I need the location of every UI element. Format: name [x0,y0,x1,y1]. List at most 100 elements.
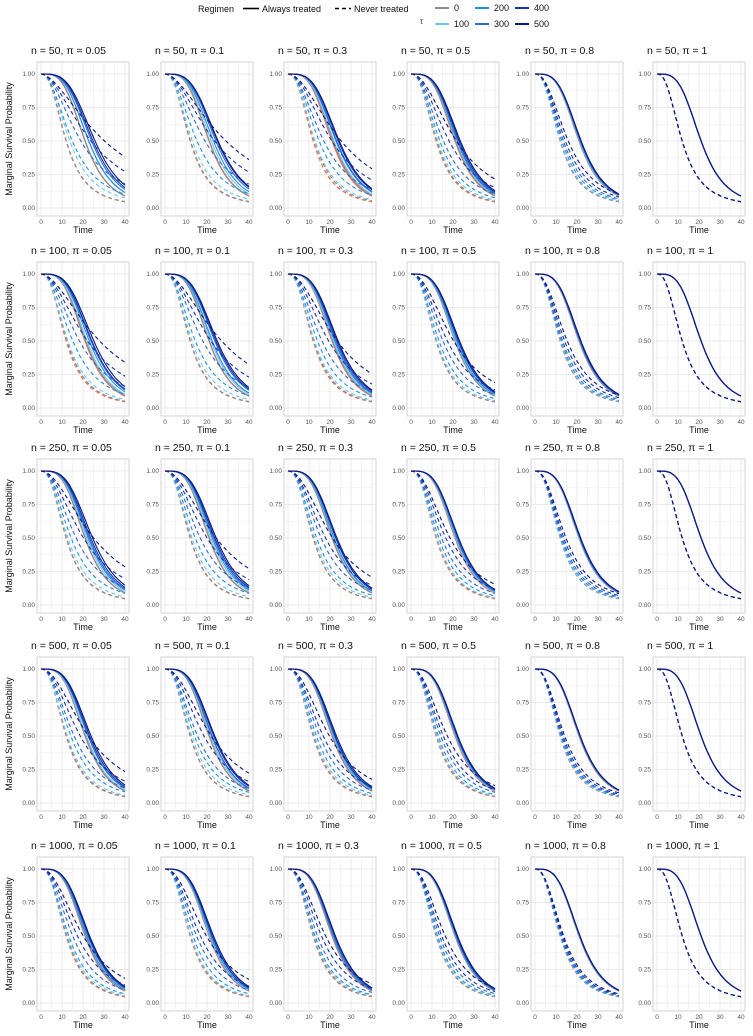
x-tick-label: 30 [470,1014,478,1021]
y-tick-label: 0.75 [638,900,651,907]
y-tick-label: 0.50 [392,733,405,740]
panel-2-4: n = 100, π = 0.5 0.00 0.25 0.50 0.75 1.00 0 10 2… [392,245,500,435]
never-treated-line-tau-400 [164,73,250,173]
never-treated-line-tau-400 [534,73,620,198]
always-treated-line-tau-500 [657,470,742,594]
x-tick-label: 20 [449,219,457,226]
x-tick-label: 40 [245,1014,253,1021]
x-tick-label: 0 [286,419,290,426]
never-treated-line-tau-200 [40,73,126,195]
never-treated-line-tau-500 [534,470,620,595]
never-treated-line-tau-200 [410,73,496,199]
y-tick-label: 0.50 [516,733,529,740]
always-treated-line-tau-500 [165,868,250,988]
x-tick-label: 0 [163,219,167,226]
never-treated-line-tau-500 [410,73,496,180]
never-treated-line-tau-200 [164,470,250,594]
x-tick-label: 0 [655,616,659,623]
x-tick-label: 10 [674,814,682,821]
panel-title: n = 1000, π = 0.05 [31,840,118,852]
never-treated-line-tau-300 [164,273,250,388]
y-tick-label: 0.00 [146,800,159,807]
x-tick-label: 30 [347,1014,355,1021]
x-tick-label: 20 [203,1014,211,1021]
x-tick-label: 10 [305,419,313,426]
x-axis-title: Time [567,225,587,235]
always-treated-line-tau-500 [411,868,496,990]
always-treated-line-tau-500 [288,73,373,190]
always-treated-line-tau-500 [41,668,126,786]
never-treated-line-tau-500 [656,73,742,203]
never-treated-line-tau-500 [410,668,496,787]
always-treated-line-tau-500 [165,73,250,187]
legend-tau-label-200: 200 [494,3,509,13]
x-axis-title: Time [320,622,340,632]
never-treated-line-tau-400 [534,470,620,597]
y-tick-label: 0.00 [392,800,405,807]
y-tick-label: 0.50 [269,338,282,345]
x-tick-label: 10 [182,419,190,426]
x-tick-label: 10 [58,1014,66,1021]
y-tick-label: 1.00 [269,71,282,78]
y-tick-label: 1.00 [638,468,651,475]
x-tick-label: 0 [533,814,537,821]
x-tick-label: 10 [58,616,66,623]
y-tick-label: 0.00 [516,602,529,609]
never-treated-line-tau-500 [164,73,250,161]
x-tick-label: 0 [533,1014,537,1021]
always-treated-line-tau-500 [657,868,742,992]
y-tick-label: 1.00 [269,271,282,278]
y-tick-label: 0.50 [146,138,159,145]
y-tick-label: 0.25 [392,372,405,379]
y-tick-label: 0.75 [22,105,35,112]
x-tick-label: 20 [573,419,581,426]
panel-title: n = 250, π = 0.8 [525,442,600,454]
y-tick-label: 0.25 [392,967,405,974]
never-treated-line-tau-300 [40,868,126,991]
always-treated-line-tau-500 [411,73,496,192]
y-tick-label: 0.50 [22,933,35,940]
x-tick-label: 10 [182,1014,190,1021]
always-treated-line-tau-500 [411,470,496,591]
y-tick-label: 0.50 [146,933,159,940]
always-treated-line-tau-500 [535,668,620,791]
y-tick-label: 1.00 [269,666,282,673]
never-treated-line-tau-100 [40,668,126,796]
y-tick-label: 0.25 [146,372,159,379]
never-treated-line-tau-500 [164,668,250,774]
x-tick-label: 10 [428,219,436,226]
y-axis-title-row-3: Marginal Survival Probability [4,479,14,593]
y-tick-label: 0.50 [22,535,35,542]
never-treated-line-tau-500 [656,868,742,998]
never-treated-line-tau-200 [164,668,250,793]
panel-4-5: n = 500, π = 0.8 0.00 0.25 0.50 0.75 1.00 0 10 2… [516,640,624,830]
always-treated-line-tau-500 [411,668,496,789]
x-tick-label: 20 [79,1014,87,1021]
y-tick-label: 1.00 [22,71,35,78]
y-tick-label: 0.00 [22,602,35,609]
y-tick-label: 0.25 [638,569,651,576]
always-treated-line-tau-500 [535,868,620,991]
never-treated-line-tau-300 [287,470,373,591]
x-tick-label: 40 [121,419,129,426]
always-treated-line-tau-500 [41,868,126,987]
never-treated-line-tau-400 [164,668,250,783]
panel-3-4: n = 250, π = 0.5 0.00 0.25 0.50 0.75 1.00 0 10 2… [392,442,500,632]
x-tick-label: 30 [347,419,355,426]
never-treated-line-tau-100 [164,868,250,997]
x-tick-label: 10 [182,616,190,623]
panel-title: n = 100, π = 0.3 [278,245,353,257]
always-treated-line-tau-500 [41,273,126,388]
x-tick-label: 20 [695,814,703,821]
y-tick-label: 0.50 [638,138,651,145]
x-tick-label: 20 [449,814,457,821]
legend-tau-title: τ [420,17,424,26]
panel-1-5: n = 50, π = 0.8 0.00 0.25 0.50 0.75 1.00 0 10 20… [516,45,624,235]
x-tick-label: 30 [224,419,232,426]
x-tick-label: 40 [491,219,499,226]
legend-tau-label-100: 100 [454,19,469,29]
y-tick-label: 0.25 [638,767,651,774]
x-tick-label: 10 [428,419,436,426]
never-treated-line-tau-200 [410,868,496,996]
